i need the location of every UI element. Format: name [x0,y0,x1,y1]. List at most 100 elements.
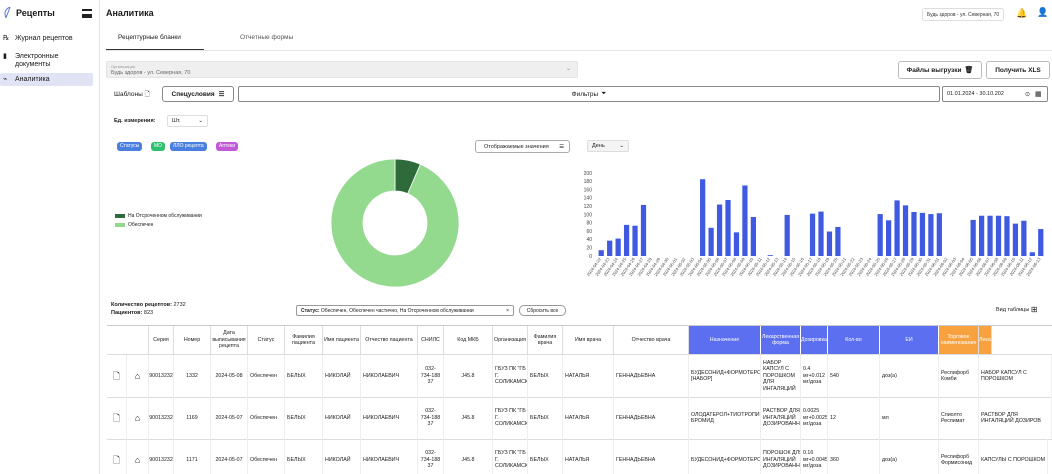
bar[interactable] [632,225,638,256]
organization-select[interactable]: Организация Будь здоров - ул. Северная, … [106,61,578,78]
bar[interactable] [733,232,740,256]
templates-button[interactable]: Шаблоны 🗋 [114,90,150,101]
bar[interactable] [919,212,926,256]
column-header[interactable]: Отчество врача [614,326,689,354]
column-header[interactable]: Статус [248,326,285,354]
bar[interactable] [716,204,723,256]
bar[interactable] [598,250,604,256]
column-header[interactable]: ЕИ [880,326,939,354]
bar[interactable] [615,238,621,256]
bar[interactable] [911,212,917,256]
sidebar-item-prescriptions[interactable]: ℞ Журнал рецептов [0,32,93,46]
period-select[interactable]: День ⌄ [587,140,629,152]
display-values-button[interactable]: Отображаемые значения ☰ [475,140,570,153]
donut-slice[interactable] [330,158,460,288]
bar[interactable] [818,211,824,256]
tab-report-forms[interactable]: Отчетные формы [240,34,293,50]
chip-mo[interactable]: МО [151,142,166,151]
bar[interactable] [1012,223,1019,256]
table-icon: ⊞ [1030,305,1038,314]
bar[interactable] [995,215,1002,256]
column-header[interactable]: Фамилия врача [528,326,563,354]
table-row[interactable]: 🗋⌂590013232411692024-05-07ОбеспеченБЕЛЫХ… [107,397,1052,439]
column-header[interactable]: Имя пациента [323,326,361,354]
column-header[interactable]: Дата выписывания рецепта [211,326,248,354]
bar[interactable] [640,204,647,256]
bar[interactable] [700,179,706,256]
special-conditions-button[interactable]: Спецусловия ☰ [162,86,234,102]
column-header[interactable]: Имя врача [563,326,614,354]
home-icon[interactable]: ⌂ [127,439,149,474]
bar[interactable] [902,205,909,256]
sidebar-item-analytics[interactable]: ⌁ Аналитика [0,73,93,86]
bar[interactable] [835,226,841,256]
bar[interactable] [877,214,883,256]
table-view-button[interactable]: Вид таблицы ⊞ [996,305,1038,314]
close-icon[interactable]: × [506,308,509,314]
column-header[interactable]: Фамилия пациента [285,326,323,354]
bar[interactable] [1021,220,1027,256]
status-filter-tag[interactable]: Статус: Обеспечен, Обеспечен частично, Н… [296,305,514,316]
column-header[interactable]: Торговое наименование [939,326,979,354]
bar[interactable] [894,200,900,256]
column-header[interactable]: Код МКБ [444,326,493,354]
column-header[interactable]: Организация [493,326,528,354]
bar[interactable] [725,199,731,256]
reset-all-button[interactable]: Сбросить все [519,305,566,316]
column-header[interactable]: Кол-во [828,326,880,354]
bar[interactable] [928,214,934,256]
column-header[interactable]: Серия [149,326,174,354]
column-header[interactable]: Назначение [689,326,761,354]
units-value: Шт. [172,118,181,124]
sidebar-item-edocs[interactable]: ▮ Электронные документы [0,50,93,72]
column-header[interactable]: Номер [174,326,211,354]
bar[interactable] [826,231,833,256]
menu-toggle-icon[interactable] [82,9,92,18]
chevron-down-icon: ⌄ [565,66,571,72]
bar[interactable] [767,255,773,256]
chip-pharmacies[interactable]: Аптеки [216,142,239,151]
location-selector[interactable]: Будь здоров - ул. Северная, 70 [922,8,1005,21]
bar[interactable] [978,215,985,256]
column-header[interactable]: СНИЛС [418,326,444,354]
bar[interactable] [750,216,756,256]
date-range-input[interactable]: 01.01.2024 - 30.10.202 ⊙ ▦ [942,86,1048,102]
bar[interactable] [784,214,790,256]
document-icon[interactable]: 🗋 [107,439,127,474]
chip-statuses[interactable]: Статусы [117,142,143,151]
get-xls-button[interactable]: Получить XLS [986,61,1050,79]
table-cell: 5900132324 [149,439,174,474]
bar[interactable] [742,185,748,256]
bar[interactable] [1029,252,1035,256]
column-header[interactable]: Лека [979,326,992,354]
user-icon[interactable]: 👤 [1037,7,1049,17]
column-header[interactable]: Отчество пациента [361,326,418,354]
table-cell: РАСТВОР ДЛЯ ИНГАЛЯЦИЙ ДОЗИРОВ [979,397,1052,439]
home-icon[interactable]: ⌂ [127,397,149,439]
units-select[interactable]: Шт. ⌄ [167,115,208,127]
column-header[interactable]: Лекарственная форма [761,326,801,354]
tab-prescription-forms[interactable]: Рецептурные бланки [106,34,204,50]
app-logo[interactable]: Рецепты [4,7,55,18]
bar[interactable] [708,227,714,256]
home-icon[interactable]: ⌂ [127,355,149,397]
filters-bar[interactable]: Фильтры ⏷ [238,86,940,102]
bar[interactable] [607,240,613,256]
bar[interactable] [936,213,942,256]
table-row[interactable]: 🗋⌂590013232411712024-05-07ОбеспеченБЕЛЫХ… [107,439,1052,474]
table-row[interactable]: 🗋⌂590013232413322024-05-08ОбеспеченБЕЛЫХ… [107,355,1052,397]
bar[interactable] [1038,229,1044,256]
bar[interactable] [809,213,816,256]
bar[interactable] [623,224,630,256]
bar[interactable] [1004,216,1010,256]
chip-llo[interactable]: ЛЛО рецепта [170,142,207,151]
document-icon[interactable]: 🗋 [107,397,127,439]
bar[interactable] [987,215,993,256]
document-icon[interactable]: 🗋 [107,355,127,397]
bell-icon[interactable]: 🔔 [1016,8,1028,18]
bar[interactable] [970,219,976,256]
table-cell: НИКОЛАЕВИЧ [361,355,418,397]
export-files-button[interactable]: Файлы выгрузки 🗑 [898,61,982,79]
bar[interactable] [886,220,892,256]
column-header[interactable]: Дозировка [801,326,828,354]
